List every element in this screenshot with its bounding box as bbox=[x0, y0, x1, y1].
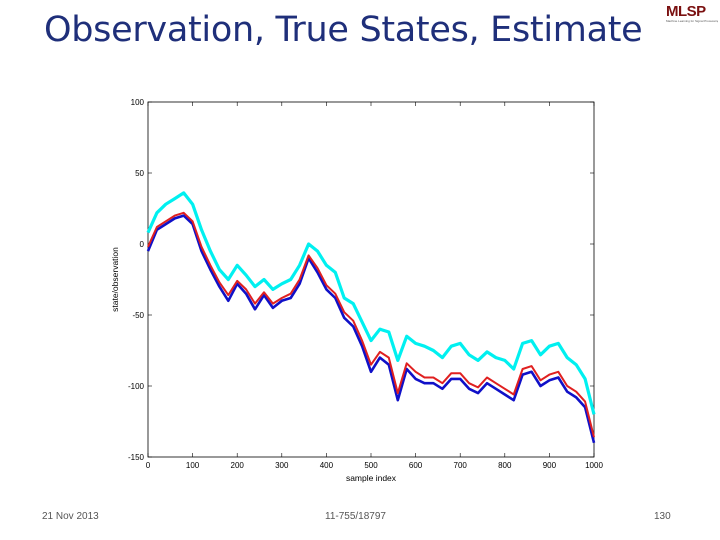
y-tick-label: 50 bbox=[135, 169, 144, 178]
x-tick-label: 300 bbox=[275, 461, 289, 470]
logo-tagline: Machine Learning for Signal Processing bbox=[666, 19, 718, 23]
y-tick-label: 100 bbox=[131, 98, 145, 107]
x-tick-label: 800 bbox=[498, 461, 512, 470]
axis-ticks: 0 100 200 300 400 500 600 700 800 900 1000100500-5… bbox=[128, 98, 603, 470]
footer-course: 11-755/18797 bbox=[325, 511, 386, 522]
x-axis-label: sample index bbox=[346, 473, 397, 483]
x-tick-label: 900 bbox=[543, 461, 557, 470]
x-tick-label: 0 bbox=[146, 461, 151, 470]
x-tick-label: 100 bbox=[186, 461, 200, 470]
x-tick-label: 1000 bbox=[585, 461, 603, 470]
y-tick-label: 0 bbox=[140, 240, 145, 249]
y-tick-label: -100 bbox=[128, 382, 145, 391]
mlsp-logo: MLSP Machine Learning for Signal Process… bbox=[666, 4, 718, 28]
x-tick-label: 400 bbox=[320, 461, 334, 470]
y-axis-label: state/observation bbox=[110, 247, 120, 312]
series-line-observation bbox=[146, 191, 596, 415]
slide-title: Observation, True States, Estimate bbox=[44, 10, 643, 50]
logo-text: MLSP bbox=[666, 3, 706, 20]
series-line-estimate bbox=[147, 211, 595, 438]
series-group bbox=[146, 191, 596, 444]
footer-date: 21 Nov 2013 bbox=[42, 511, 99, 522]
x-tick-label: 200 bbox=[231, 461, 245, 470]
x-tick-label: 700 bbox=[454, 461, 468, 470]
y-tick-label: -50 bbox=[132, 311, 144, 320]
y-tick-label: -150 bbox=[128, 453, 145, 462]
x-tick-label: 500 bbox=[364, 461, 378, 470]
x-tick-label: 600 bbox=[409, 461, 423, 470]
line-chart: 0 100 200 300 400 500 600 700 800 900 1000100500-5… bbox=[110, 98, 603, 483]
series-line-true-state bbox=[146, 214, 596, 444]
footer-page-number: 130 bbox=[654, 511, 671, 522]
